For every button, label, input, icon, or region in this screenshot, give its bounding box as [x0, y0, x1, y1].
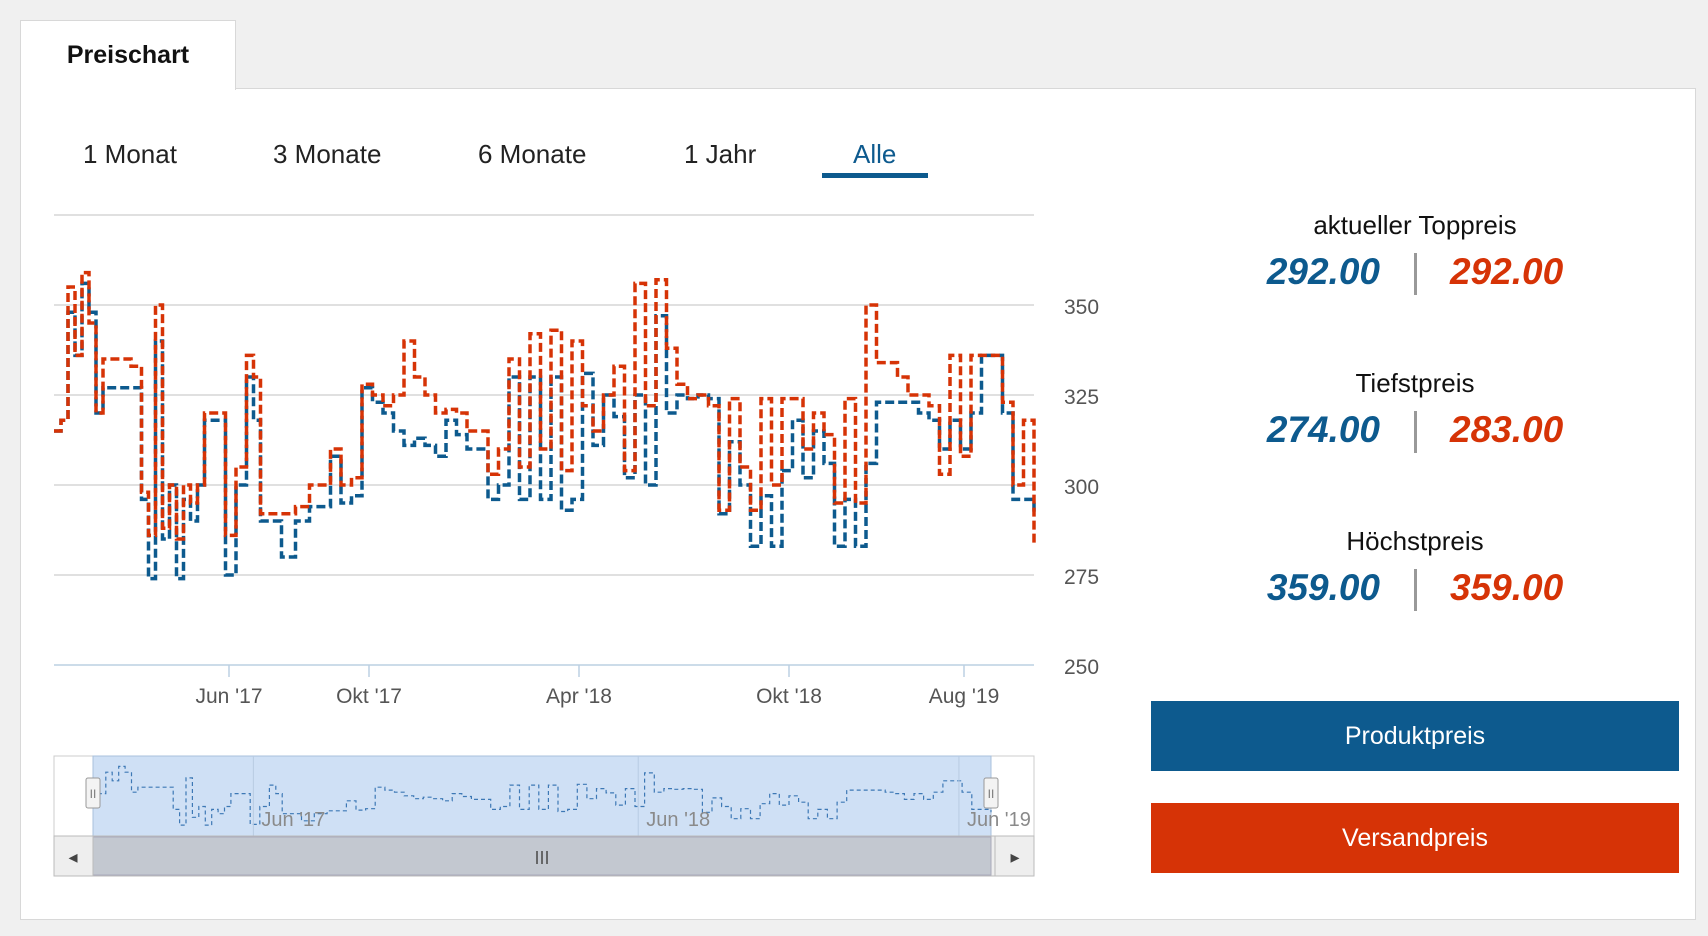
range-6-monate[interactable]: 6 Monate	[478, 139, 587, 169]
y-tick-label: 325	[1064, 386, 1099, 409]
shipping-price-button[interactable]: Versandpreis	[1151, 803, 1679, 873]
series-line-product	[54, 281, 1036, 581]
y-tick-label: 350	[1064, 296, 1099, 319]
stat-shipping-value: 292.00	[1450, 251, 1564, 292]
tab-label: Preischart	[66, 41, 190, 69]
stat-divider	[1414, 569, 1417, 611]
stat-label: Höchstpreis	[1346, 526, 1484, 556]
navigator-handle-right[interactable]	[983, 777, 999, 809]
navigator-selection	[92, 755, 992, 837]
stat-highest: Höchstpreis 359.00 359.00	[1150, 526, 1680, 627]
navigator-tick-label: Jun '19	[967, 809, 1031, 831]
tab-preischart[interactable]: Preischart	[20, 20, 236, 90]
stat-label: aktueller Toppreis	[1313, 210, 1517, 240]
x-tick-label: Okt '18	[756, 685, 822, 708]
stat-divider	[1414, 253, 1417, 295]
navigator-handle-grip: II	[988, 787, 995, 801]
x-tick-label: Jun '17	[195, 685, 262, 708]
range-1-jahr[interactable]: 1 Jahr	[684, 139, 757, 169]
stat-product-value: 292.00	[1266, 251, 1380, 292]
y-tick-label: 275	[1064, 566, 1099, 589]
stat-lowest: Tiefstpreis 274.00 283.00	[1150, 368, 1680, 469]
range-3-monate[interactable]: 3 Monate	[273, 139, 382, 169]
stat-divider	[1414, 411, 1417, 453]
x-tick-label: Apr '18	[546, 685, 612, 708]
chart-axis: 250 275 300 325 350 Jun '17 Okt '17 Apr '18 Okt …	[54, 296, 1099, 708]
scroll-left-button[interactable]	[53, 835, 94, 877]
navigator-tick-label: Jun '18	[646, 809, 710, 831]
navigator-tick-label: Jun '17	[261, 809, 325, 831]
scroll-right-button[interactable]	[994, 835, 1035, 877]
scrollbar-grip: III	[534, 848, 549, 868]
y-tick-label: 300	[1064, 476, 1099, 499]
range-1-monat[interactable]: 1 Monat	[83, 139, 177, 169]
stat-current-top: aktueller Toppreis 292.00 292.00	[1150, 210, 1680, 311]
y-tick-label: 250	[1064, 656, 1099, 679]
navigator-handle-left[interactable]	[85, 777, 101, 809]
series-line-shipping	[54, 270, 1036, 547]
scroll-right-icon: ▸	[1010, 847, 1019, 868]
chart-gridlines	[54, 214, 1034, 576]
stat-product-value: 359.00	[1266, 567, 1380, 608]
stat-shipping-value: 359.00	[1450, 567, 1564, 608]
stat-product-value: 274.00	[1266, 409, 1380, 450]
navigator-series	[93, 765, 992, 826]
range-alle[interactable]: Alle	[853, 139, 897, 169]
chart-series	[54, 270, 1036, 581]
navigator-handle-grip: II	[90, 787, 97, 801]
scrollbar-thumb[interactable]	[92, 836, 992, 876]
x-tick-label: Okt '17	[336, 685, 402, 708]
product-price-button[interactable]: Produktpreis	[1151, 701, 1679, 771]
x-tick-label: Aug '19	[929, 685, 1000, 708]
stat-shipping-value: 283.00	[1450, 409, 1564, 450]
scroll-left-icon: ◂	[68, 847, 77, 868]
stat-label: Tiefstpreis	[1355, 368, 1475, 398]
range-active-underline	[822, 173, 928, 178]
